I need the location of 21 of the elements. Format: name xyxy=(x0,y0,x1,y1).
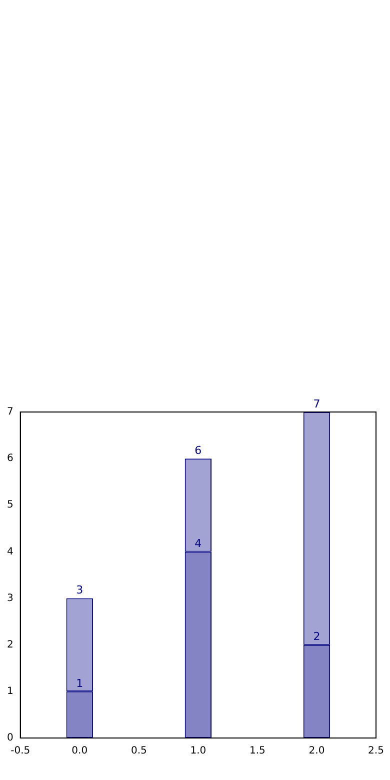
data-label: 4 xyxy=(194,537,202,550)
y-tick-label: 0 xyxy=(6,732,14,744)
x-tick-label: 2.5 xyxy=(368,746,384,757)
x-tick-label: 0.5 xyxy=(130,746,147,757)
data-label: 2 xyxy=(313,630,320,644)
y-tick-label: 4 xyxy=(6,546,14,558)
total-label: 7 xyxy=(313,397,320,410)
y-tick-label: 1 xyxy=(6,686,14,698)
y-tick-label: 5 xyxy=(6,500,14,511)
x-tick-label: -0.5 xyxy=(10,746,30,757)
x-tick-label: 0.0 xyxy=(72,746,88,757)
total-label: 6 xyxy=(194,444,202,457)
x-tick-label: 2.0 xyxy=(308,746,325,757)
total-label: 3 xyxy=(76,584,84,597)
y-tick-label: 2 xyxy=(6,639,14,650)
x-tick-label: 1.5 xyxy=(250,746,266,757)
x-tick-label: 1.0 xyxy=(190,746,206,757)
y-tick-label: 7 xyxy=(6,406,14,418)
y-tick-label: 6 xyxy=(6,453,14,464)
y-tick-label: 3 xyxy=(6,592,14,604)
data-label: 1 xyxy=(76,676,84,690)
